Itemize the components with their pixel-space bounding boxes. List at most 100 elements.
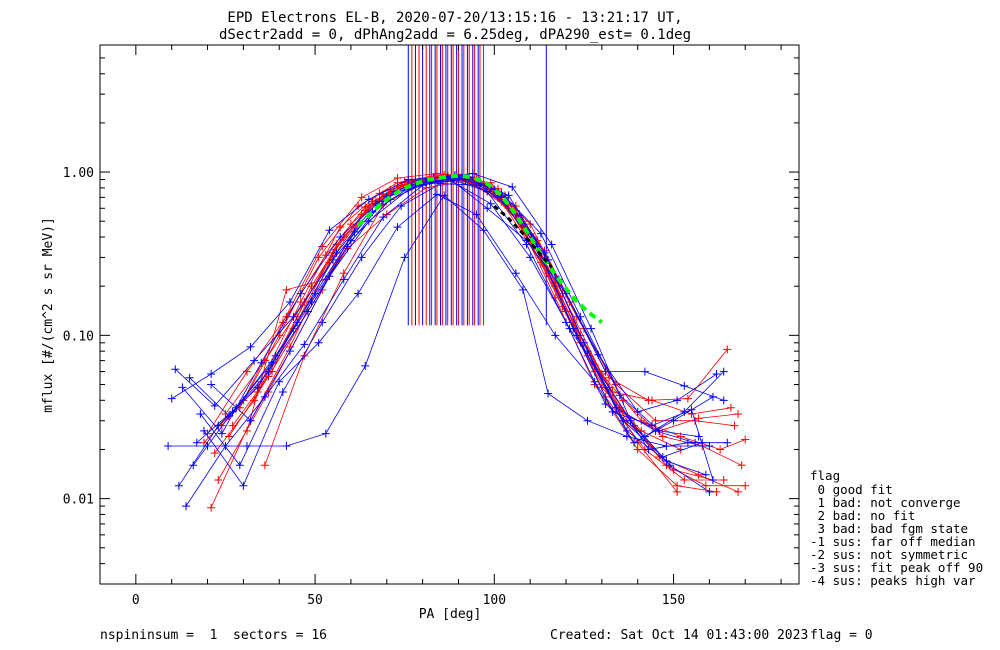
data-point-marker bbox=[730, 421, 739, 430]
series-red bbox=[225, 177, 746, 470]
data-point-marker bbox=[257, 358, 266, 367]
data-point-marker bbox=[264, 367, 273, 376]
data-point-marker bbox=[339, 275, 348, 284]
series-blue bbox=[164, 191, 714, 451]
y-tick-label: 0.10 bbox=[63, 329, 94, 344]
data-point-marker bbox=[375, 189, 384, 198]
chart-title-line-1: EPD Electrons EL-B, 2020-07-20/13:15:16 … bbox=[227, 10, 682, 26]
data-point-marker bbox=[572, 331, 581, 340]
data-point-marker bbox=[207, 380, 216, 389]
data-point-marker bbox=[719, 367, 728, 376]
data-point-marker bbox=[569, 324, 578, 333]
data-point-marker bbox=[182, 502, 191, 511]
data-point-marker bbox=[737, 461, 746, 470]
data-point-marker bbox=[296, 289, 305, 298]
data-point-marker bbox=[723, 345, 732, 354]
data-point-marker bbox=[741, 435, 750, 444]
data-point-marker bbox=[350, 227, 359, 236]
data-point-marker bbox=[583, 416, 592, 425]
data-point-marker bbox=[400, 253, 409, 262]
data-point-marker bbox=[171, 365, 180, 374]
data-point-marker bbox=[483, 204, 492, 213]
series-line bbox=[210, 177, 724, 437]
data-point-marker bbox=[705, 442, 714, 451]
chart-title-line-2: dSectr2add = 0, dPhAng2add = 6.25deg, dP… bbox=[219, 27, 691, 43]
data-point-marker bbox=[196, 409, 205, 418]
data-point-marker bbox=[357, 193, 366, 202]
data-point-marker bbox=[662, 456, 671, 465]
data-point-marker bbox=[361, 361, 370, 370]
data-point-marker bbox=[225, 432, 234, 441]
data-point-marker bbox=[192, 438, 201, 447]
data-point-marker bbox=[207, 369, 216, 378]
data-point-marker bbox=[397, 201, 406, 210]
data-point-marker bbox=[164, 442, 173, 451]
data-point-marker bbox=[167, 394, 176, 403]
series-line bbox=[168, 194, 710, 447]
data-point-marker bbox=[691, 438, 700, 447]
data-point-marker bbox=[472, 210, 481, 219]
data-point-marker bbox=[583, 347, 592, 356]
series-line bbox=[246, 175, 746, 450]
data-point-marker bbox=[314, 338, 323, 347]
data-point-marker bbox=[651, 426, 660, 435]
series-red bbox=[242, 172, 750, 454]
data-point-marker bbox=[701, 470, 710, 479]
data-point-marker bbox=[178, 383, 187, 392]
data-point-marker bbox=[658, 432, 667, 441]
data-point-marker bbox=[246, 416, 255, 425]
data-point-marker bbox=[526, 220, 535, 229]
data-point-marker bbox=[630, 438, 639, 447]
legend-item: 1 bad: not converge bbox=[810, 495, 961, 510]
data-point-marker bbox=[694, 414, 703, 423]
data-point-marker bbox=[250, 356, 259, 365]
data-point-marker bbox=[246, 342, 255, 351]
data-point-marker bbox=[207, 503, 216, 512]
data-point-marker bbox=[708, 392, 717, 401]
plot-frame bbox=[99, 44, 800, 585]
plot-area bbox=[164, 45, 750, 512]
data-point-marker bbox=[336, 233, 345, 242]
data-point-marker bbox=[210, 449, 219, 458]
data-point-marker bbox=[680, 407, 689, 416]
data-point-marker bbox=[486, 199, 495, 208]
series-line bbox=[203, 183, 717, 487]
series-line bbox=[192, 176, 706, 476]
legend: flag 0 good fit 1 bad: not converge 2 ba… bbox=[810, 468, 983, 588]
data-point-marker bbox=[734, 487, 743, 496]
data-point-marker bbox=[594, 350, 603, 359]
x-tick-label: 0 bbox=[132, 593, 140, 608]
data-point-marker bbox=[468, 169, 477, 178]
data-point-marker bbox=[239, 481, 248, 490]
data-point-marker bbox=[268, 358, 277, 367]
series-line bbox=[228, 180, 742, 466]
data-point-marker bbox=[357, 253, 366, 262]
data-point-marker bbox=[242, 426, 251, 435]
y-tick-label: 0.01 bbox=[63, 493, 94, 508]
data-point-marker bbox=[536, 229, 545, 238]
data-point-marker bbox=[278, 387, 287, 396]
data-point-marker bbox=[260, 392, 269, 401]
legend-title: flag bbox=[810, 468, 840, 483]
data-point-marker bbox=[726, 403, 735, 412]
data-point-marker bbox=[644, 396, 653, 405]
data-point-marker bbox=[633, 407, 642, 416]
y-axis-label: mflux [#/(cm^2 s sr MeV)] bbox=[41, 217, 56, 413]
data-point-marker bbox=[518, 285, 527, 294]
data-point-marker bbox=[199, 426, 208, 435]
series-blue bbox=[199, 179, 721, 490]
data-point-marker bbox=[393, 178, 402, 187]
x-tick-label: 150 bbox=[662, 593, 685, 608]
data-point-marker bbox=[475, 181, 484, 190]
data-point-marker bbox=[242, 442, 251, 451]
data-point-marker bbox=[633, 445, 642, 454]
data-point-marker bbox=[253, 383, 262, 392]
data-point-marker bbox=[719, 476, 728, 485]
data-point-marker bbox=[698, 438, 707, 447]
data-point-marker bbox=[576, 312, 585, 321]
data-point-marker bbox=[605, 373, 614, 382]
data-point-marker bbox=[404, 175, 413, 184]
data-point-marker bbox=[669, 416, 678, 425]
data-point-marker bbox=[293, 318, 302, 327]
legend-item: 2 bad: no fit bbox=[810, 508, 915, 523]
